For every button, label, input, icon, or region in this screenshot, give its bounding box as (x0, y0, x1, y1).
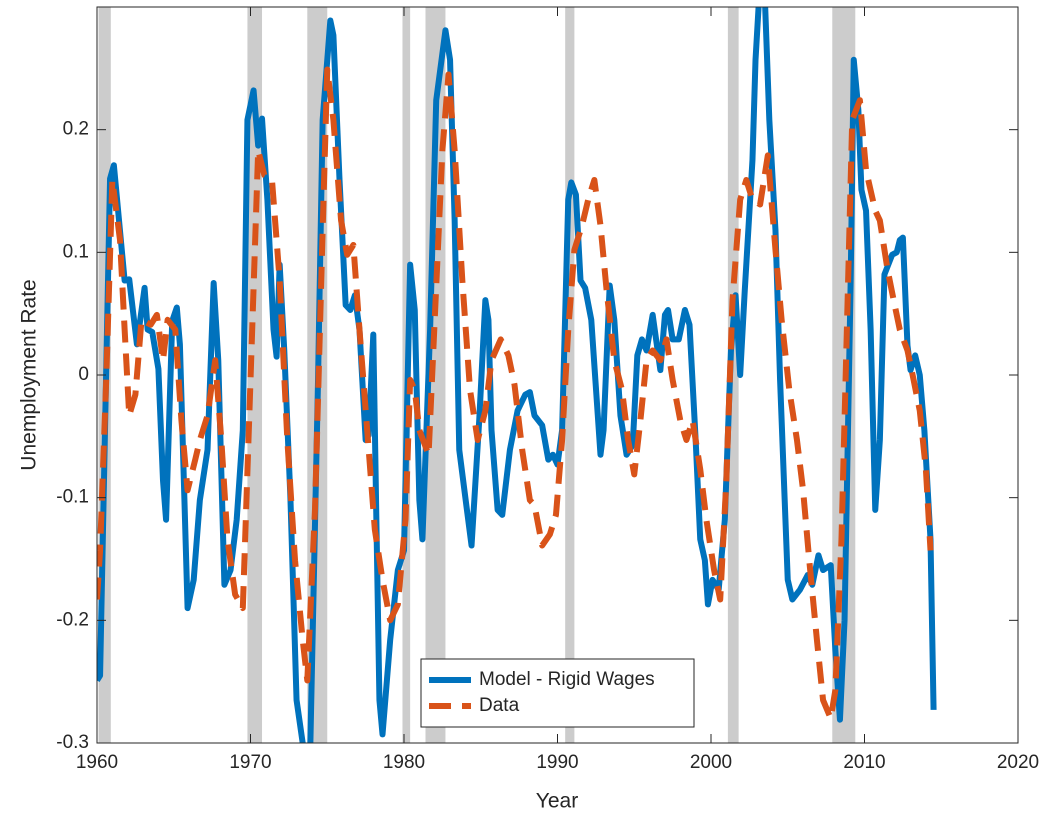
x-tick-label: 2000 (690, 752, 732, 773)
legend: Model - Rigid Wages Data (420, 658, 695, 728)
x-axis-label: Year (536, 790, 578, 813)
x-tick-label: 1970 (229, 752, 271, 773)
y-tick-label: 0.1 (63, 241, 89, 262)
legend-label: Data (479, 695, 520, 716)
x-tick-label: 1980 (383, 752, 425, 773)
legend-label: Model - Rigid Wages (479, 669, 655, 690)
recession-band (565, 7, 575, 743)
axes: 1960 1970 1980 1990 2000 2010 2020 -0.3 -0.2 -0.1… (56, 6, 1039, 773)
y-tick-label: -0.3 (56, 732, 89, 753)
legend-box (420, 658, 695, 728)
series-line (97, 66, 934, 722)
line-layer (97, 7, 937, 743)
recession-band (425, 7, 446, 743)
y-tick-label: 0.2 (63, 119, 89, 140)
x-tick-label: 2010 (843, 752, 885, 773)
y-tick-label: -0.1 (56, 487, 89, 508)
y-axis-label: Unemployment Rate (18, 279, 41, 470)
y-tick-label: 0 (78, 364, 89, 385)
x-tick-label: 2020 (997, 752, 1039, 773)
x-tick-label: 1990 (536, 752, 578, 773)
recession-band (727, 7, 739, 743)
y-tick-label: -0.2 (56, 609, 89, 630)
x-tick-label: 1960 (76, 752, 118, 773)
